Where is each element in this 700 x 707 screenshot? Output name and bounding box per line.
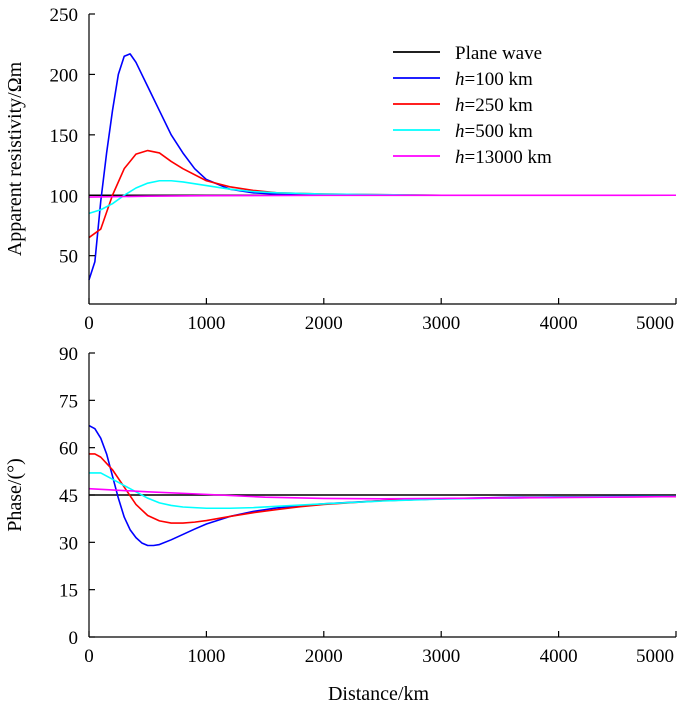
legend-variable-h: h xyxy=(455,121,465,142)
bottom-y-tick-label: 90 xyxy=(59,344,78,365)
bottom-y-tick-label: 60 xyxy=(59,439,78,460)
legend-entry-0: Plane wave xyxy=(455,43,542,64)
bottom-y-tick-label: 30 xyxy=(59,533,78,554)
bottom-x-tick-label: 2000 xyxy=(305,646,343,667)
bottom-y-tick-label: 75 xyxy=(59,391,78,412)
top-y-tick-label: 250 xyxy=(50,5,79,26)
bottom-x-tick-label: 3000 xyxy=(422,646,460,667)
legend-entry-1: h=100 km xyxy=(455,69,533,90)
top-series-1 xyxy=(88,53,676,281)
bottom-x-tick-label: 5000 xyxy=(636,646,674,667)
legend-label: =100 km xyxy=(465,69,533,90)
top-y-tick-label: 50 xyxy=(59,247,78,268)
legend-entry-2: h=250 km xyxy=(455,95,533,116)
bottom-x-tick-label: 0 xyxy=(84,646,94,667)
bottom-series-group xyxy=(88,424,677,547)
legend-label: =250 km xyxy=(465,95,533,116)
top-x-tick-label: 4000 xyxy=(540,313,578,334)
bottom-y-tick-label: 15 xyxy=(59,581,78,602)
top-series-group xyxy=(88,53,677,281)
bottom-x-axis-title: Distance/km xyxy=(328,683,430,705)
top-x-tick-label: 1000 xyxy=(187,313,225,334)
bottom-y-tick-label: 0 xyxy=(69,628,79,649)
legend-variable-h: h xyxy=(455,69,465,90)
phase-panel: 0 1000 2000 3000 4000 5000 0 15 30 45 60 75 90 Phase/… xyxy=(4,344,677,705)
legend-label: =13000 km xyxy=(465,147,552,168)
legend-variable-h: h xyxy=(455,95,465,116)
top-series-4 xyxy=(88,194,677,198)
legend-label: =500 km xyxy=(465,121,533,142)
bottom-series-3 xyxy=(89,472,677,510)
top-x-tick-label: 5000 xyxy=(636,313,674,334)
top-x-tick-label: 0 xyxy=(84,313,94,334)
bottom-x-tick-label: 4000 xyxy=(540,646,578,667)
top-y-tick-label: 200 xyxy=(50,65,79,86)
top-x-tick-label: 3000 xyxy=(422,313,460,334)
legend-entry-4: h=13000 km xyxy=(455,147,552,168)
top-y-tick-label: 100 xyxy=(50,186,79,207)
top-y-tick-label: 150 xyxy=(50,126,79,147)
legend-label: Plane wave xyxy=(455,43,542,64)
legend-entry-3: h=500 km xyxy=(455,121,533,142)
bottom-series-4 xyxy=(88,487,677,500)
bottom-x-tick-label: 1000 xyxy=(187,646,225,667)
bottom-y-axis-title: Phase/(°) xyxy=(4,458,26,532)
legend-variable-h: h xyxy=(455,147,465,168)
top-x-tick-label: 2000 xyxy=(305,313,343,334)
top-series-3 xyxy=(88,179,676,215)
bottom-y-tick-label: 45 xyxy=(59,486,78,507)
resistivity-panel: 0 1000 2000 3000 4000 5000 50 100 150 200 250 Appar… xyxy=(4,5,677,334)
bottom-series-1 xyxy=(88,424,677,547)
bottom-series-2 xyxy=(89,453,677,524)
top-y-axis-title: Apparent resistivity/Ωm xyxy=(4,61,26,256)
